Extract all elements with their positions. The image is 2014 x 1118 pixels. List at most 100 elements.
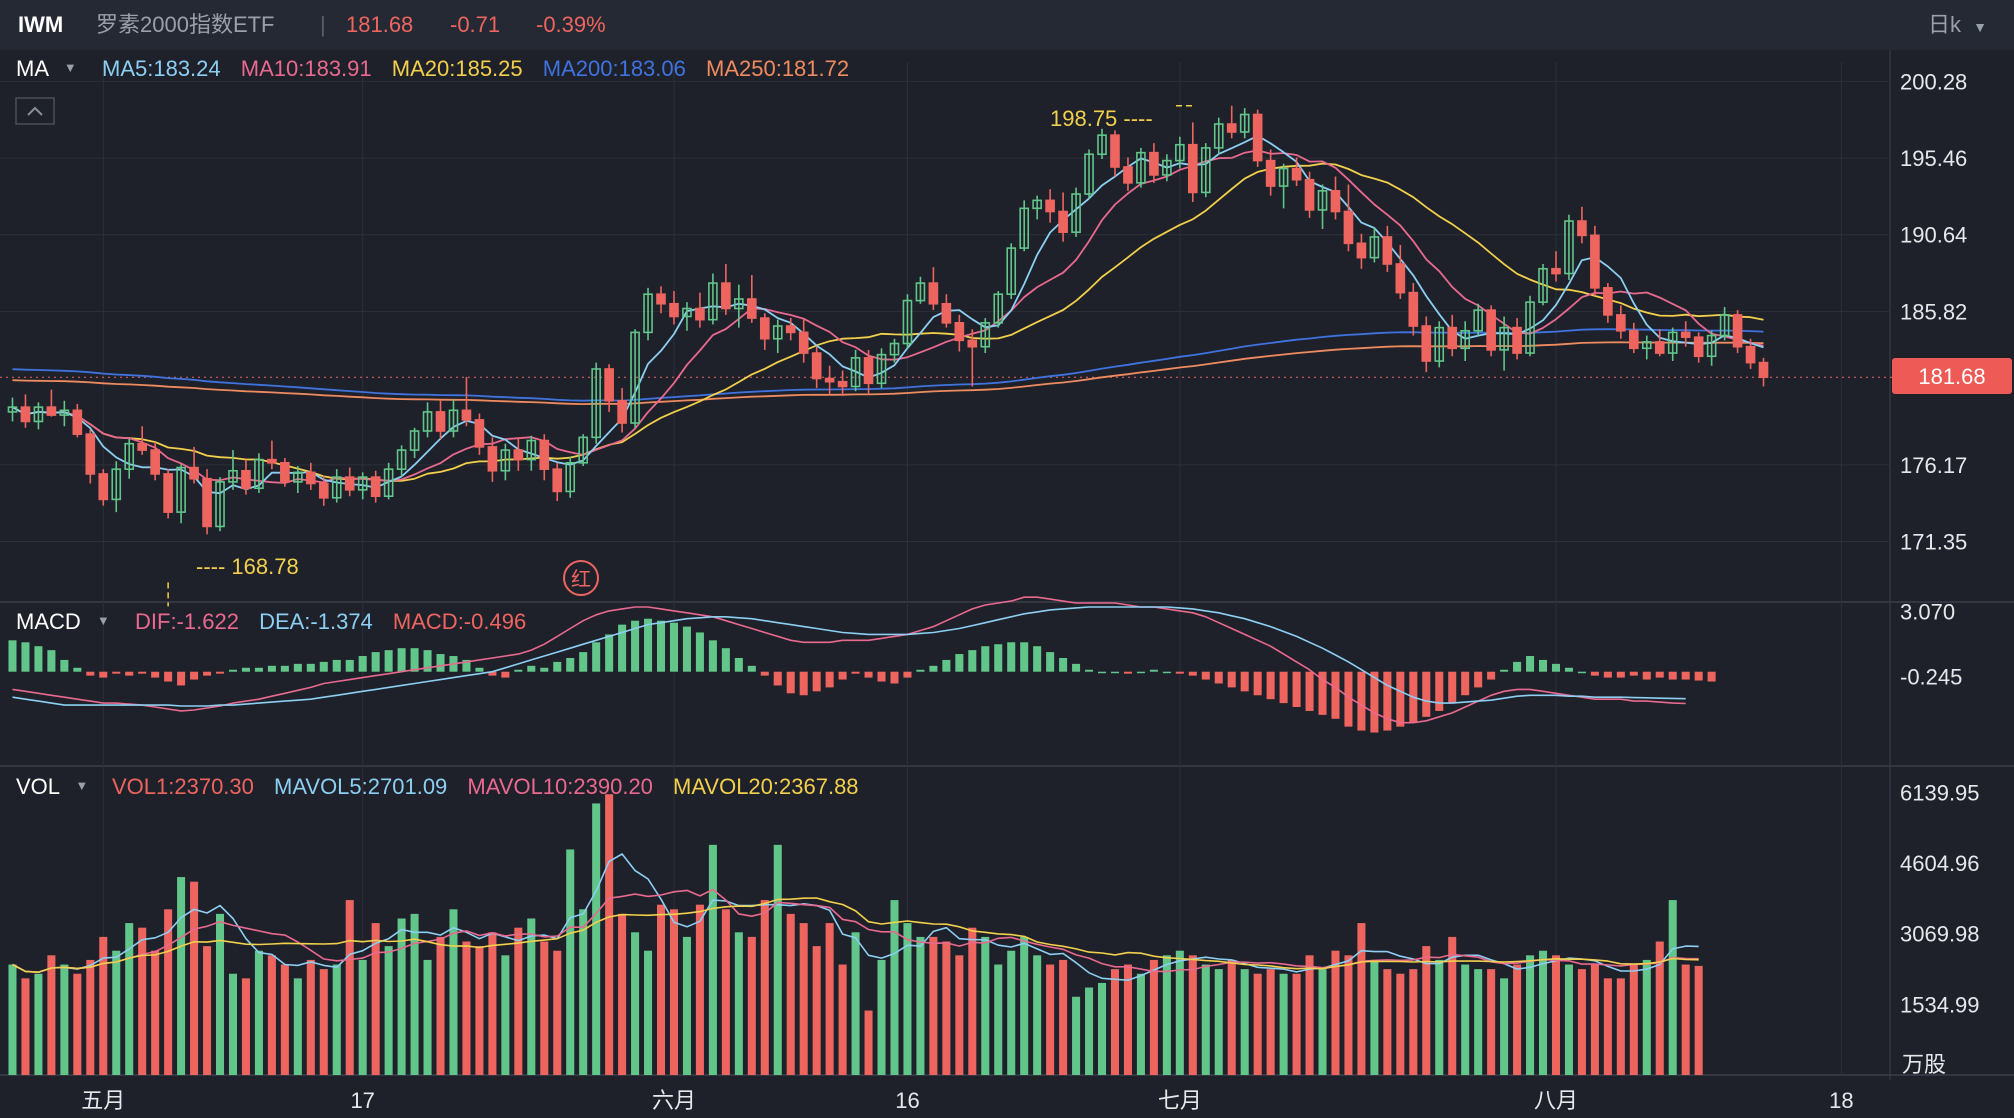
volume-bar [1085,987,1094,1075]
candle-body-down [928,282,939,305]
volume-bar [1123,964,1132,1075]
candle [1045,189,1055,223]
candle [539,434,550,481]
chevron-down-icon: ▼ [1973,19,1987,35]
volume-bar [177,877,186,1075]
price-tick-label: 171.35 [1900,530,1967,555]
volume-bar [656,904,666,1075]
macd-bar [1227,671,1236,688]
volume-bar [1357,923,1366,1075]
volume-bar [1513,964,1522,1075]
candle-body-up [33,406,44,423]
candle-body-up [682,307,692,318]
candle-body-down [461,409,472,421]
volume-bar [1629,964,1638,1075]
collapse-button[interactable] [15,97,55,125]
volume-bar [1409,969,1418,1075]
quote-header: IWM 罗素2000指数ETF | 181.68 -0.71 -0.39% 日k… [0,0,2014,50]
volume-bar [1136,973,1145,1075]
macd-bar [112,671,121,674]
macd-bar [734,657,743,672]
volume-bar [1227,959,1236,1075]
candle [1719,306,1730,341]
macd-bar [1590,671,1599,676]
candle [1680,321,1691,347]
volume-bar [254,950,263,1075]
candle-body-up [1369,236,1380,259]
candle-body-up [1175,143,1185,162]
volume-bar [436,936,445,1075]
macd-bar [1072,663,1081,672]
date-tick-label: 五月 [81,1088,125,1113]
macd-bar [1097,671,1107,674]
ma-indicator-name: MA [16,56,49,81]
volume-bar [1072,996,1081,1075]
macd-legend[interactable]: MACD ▼ DIF:-1.622 DEA:-1.374 MACD:-0.496 [16,605,526,634]
macd-value: MACD:-0.496 [393,609,526,634]
volume-bar [1668,900,1677,1075]
candle-body-up [889,342,900,356]
volume-tick-label: 4604.96 [1900,851,1980,876]
red-badge[interactable]: 红 [563,560,599,596]
candle-body-down [305,471,316,485]
date-tick-label: 16 [895,1088,919,1113]
candle [72,403,83,438]
volume-bar [1149,959,1158,1075]
candle-body-up [1006,247,1017,296]
volume-bar [1564,964,1573,1075]
macd-bar [47,650,56,672]
volume-bar [384,946,393,1075]
vol-legend[interactable]: VOL ▼ VOL1:2370.30 MAVOL5:2701.09 MAVOL1… [16,770,859,799]
candle-body-down [1577,220,1587,237]
candle-body-down [344,476,355,491]
candle [591,362,601,444]
macd-bar [1603,671,1612,678]
macd-tick-label: -0.245 [1900,665,1962,690]
volume-bar [1279,973,1288,1075]
ma-legend[interactable]: MA ▼ MA5:183.24 MA10:183.91 MA20:185.25 … [16,52,849,81]
macd-bar [1059,657,1068,672]
volume-bar [1344,955,1353,1075]
candle-body-down [759,317,770,340]
date-tick-label: 七月 [1158,1088,1202,1113]
candle [228,450,238,490]
macd-bar [799,671,808,696]
volume-bar [190,881,199,1075]
low-annotation: ---- 168.78 [196,554,299,579]
macd-bar [488,671,497,676]
candle-body-down [863,357,874,385]
candle-body-up [448,409,459,432]
volume-bar [644,950,653,1075]
volume-bar [527,918,536,1075]
macd-bar [1396,671,1405,727]
candle [85,429,96,484]
volume-bar [1292,973,1301,1075]
macd-bar [125,671,134,676]
candle-body-down [617,399,627,424]
volume-bar [695,904,704,1075]
macd-bar [60,659,69,672]
volume-bar [1188,955,1197,1075]
macd-bar [254,667,263,672]
candle [941,294,952,328]
security-name: 罗素2000指数ETF [96,12,275,37]
period-selector[interactable]: 日k ▼ [1928,10,1987,42]
ma10-value: MA10:183.91 [241,56,372,81]
candle-body-down [954,322,965,342]
macd-bar [384,650,393,672]
candle-body-down [1486,309,1496,351]
macd-bar [566,657,575,672]
candle-body-down [1123,166,1133,184]
candle [798,319,809,363]
dif-value: DIF:-1.622 [135,609,239,634]
macd-bar [1162,671,1171,674]
volume-bar [1577,969,1586,1075]
volume-bar [605,794,614,1075]
volume-bar [60,964,69,1075]
candle-body-down [1732,314,1743,348]
candle-body-up [850,357,861,388]
chart-area[interactable]: 200.28 195.46 190.64 185.82 176.17 171.35 3.07… [0,50,2014,1118]
volume-bar [1487,969,1496,1075]
candle [824,365,835,395]
candle [526,435,537,471]
